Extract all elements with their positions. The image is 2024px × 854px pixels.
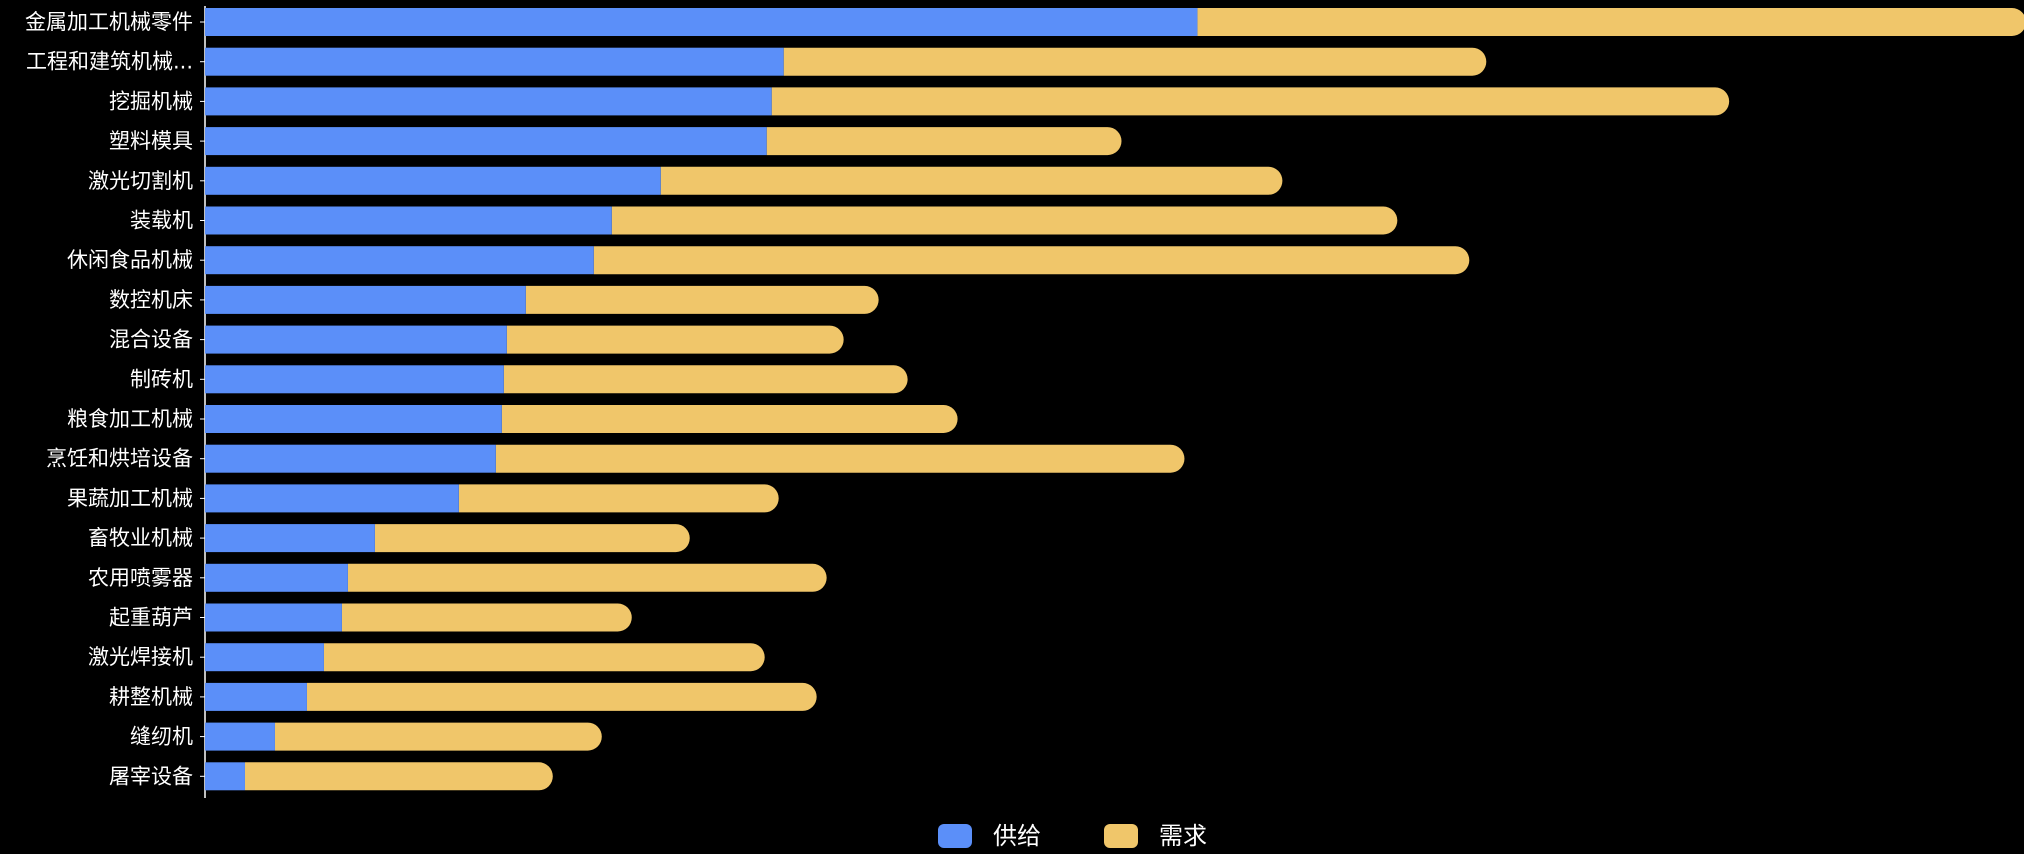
bar-supply: 供给: 291: [205, 444, 496, 473]
bar-demand: 需求: 353: [525, 285, 879, 314]
y-tick-label: 数控机床: [109, 288, 193, 312]
bar-demand: 需求: 958: [771, 87, 1730, 116]
legend-swatch: [938, 824, 972, 848]
legend-label: 供给: [993, 822, 1041, 850]
bar-supply: 供给: 389: [205, 246, 594, 275]
y-tick-label: 休闲食品机械: [67, 248, 193, 272]
bar-demand: 需求: 876: [593, 246, 1470, 275]
bar-supply: 供给: 567: [205, 87, 772, 116]
bar-supply: 供给: 297: [205, 405, 502, 433]
bar-demand: 需求: 404: [503, 365, 908, 394]
bar-demand: 需求: 355: [766, 127, 1122, 156]
bar-supply: 供给: 321: [205, 285, 526, 314]
bar-supply: 供给: 407: [205, 206, 612, 235]
bar-supply: 供给: 302: [205, 325, 507, 354]
bar-demand: 需求: 479: [347, 563, 827, 592]
bar-demand: 需求: 441: [323, 643, 765, 672]
y-tick-label: 果蔬加工机械: [67, 486, 193, 510]
y-tick-label: 激光切割机: [88, 169, 193, 193]
bar-supply: 供给: 70: [205, 722, 275, 751]
bar-demand: 需求: 315: [374, 524, 690, 553]
y-tick-label: 激光焊接机: [88, 645, 193, 669]
bar-demand: 需求: 337: [506, 325, 844, 354]
y-tick-label: 塑料模具: [109, 129, 193, 153]
bar-supply: 供给: 119: [205, 643, 324, 672]
y-tick-label: 装载机: [130, 209, 193, 233]
legend-item-supply[interactable]: 供给: [938, 822, 1041, 850]
bar-demand: 需求: 510: [306, 682, 817, 711]
y-tick-label: 制砖机: [130, 367, 193, 391]
bar-supply: 供给: 993: [205, 8, 1198, 36]
bar-demand: 需求: 786: [611, 206, 1398, 235]
bar-demand: 需求: 622: [660, 166, 1283, 195]
bar-supply: 供给: 40: [205, 762, 245, 791]
legend-label: 需求: [1159, 822, 1207, 850]
bar-supply: 供给: 579: [205, 47, 784, 76]
bar-supply: 供给: 102: [205, 682, 307, 711]
bar-supply: 供给: 143: [205, 563, 348, 592]
legend-swatch: [1104, 824, 1138, 848]
bar-supply: 供给: 137: [205, 603, 342, 632]
y-tick-label: 金属加工机械零件: [25, 10, 193, 34]
bar-supply: 供给: 456: [205, 166, 661, 195]
bar-demand: 需求: 290: [341, 603, 632, 632]
bar-demand: 需求: 703: [783, 47, 1487, 76]
y-tick-label: 屠宰设备: [109, 764, 193, 788]
y-tick-label: 粮食加工机械: [67, 407, 193, 431]
bar-demand: 需求: 689: [495, 444, 1185, 473]
y-tick-label: 挖掘机械: [109, 89, 193, 113]
y-tick-label: 混合设备: [109, 328, 193, 352]
y-tick-label: 缝纫机: [130, 725, 193, 749]
bar-demand: 需求: 308: [244, 762, 553, 791]
y-tick-label: 烹饪和烘培设备: [46, 447, 193, 471]
y-tick-label: 畜牧业机械: [88, 526, 193, 550]
bar-demand: 需求: 320: [458, 484, 779, 513]
bar-supply: 供给: 562: [205, 127, 767, 156]
bar-supply: 供给: 170: [205, 524, 375, 553]
legend-item-demand[interactable]: 需求: [1104, 822, 1207, 850]
y-tick-label: 农用喷雾器: [88, 566, 193, 590]
bar-demand: 需求: 829: [1197, 8, 2024, 36]
bar-demand: 需求: 456: [501, 405, 958, 434]
bar-demand: 需求: 327: [274, 722, 602, 751]
bar-supply: 供给: 254: [205, 484, 459, 513]
bars: 需求: 829供给: 993 需求: 703供给: 579 需求: 958供给: 5…: [205, 8, 2024, 791]
y-tick-label: 起重葫芦: [109, 606, 193, 630]
legend: 供给 需求: [938, 822, 1207, 850]
y-tick-label: 工程和建筑机械...: [26, 50, 193, 74]
bar-supply: 供给: 299: [205, 365, 504, 394]
y-tick-label: 耕整机械: [109, 685, 193, 709]
